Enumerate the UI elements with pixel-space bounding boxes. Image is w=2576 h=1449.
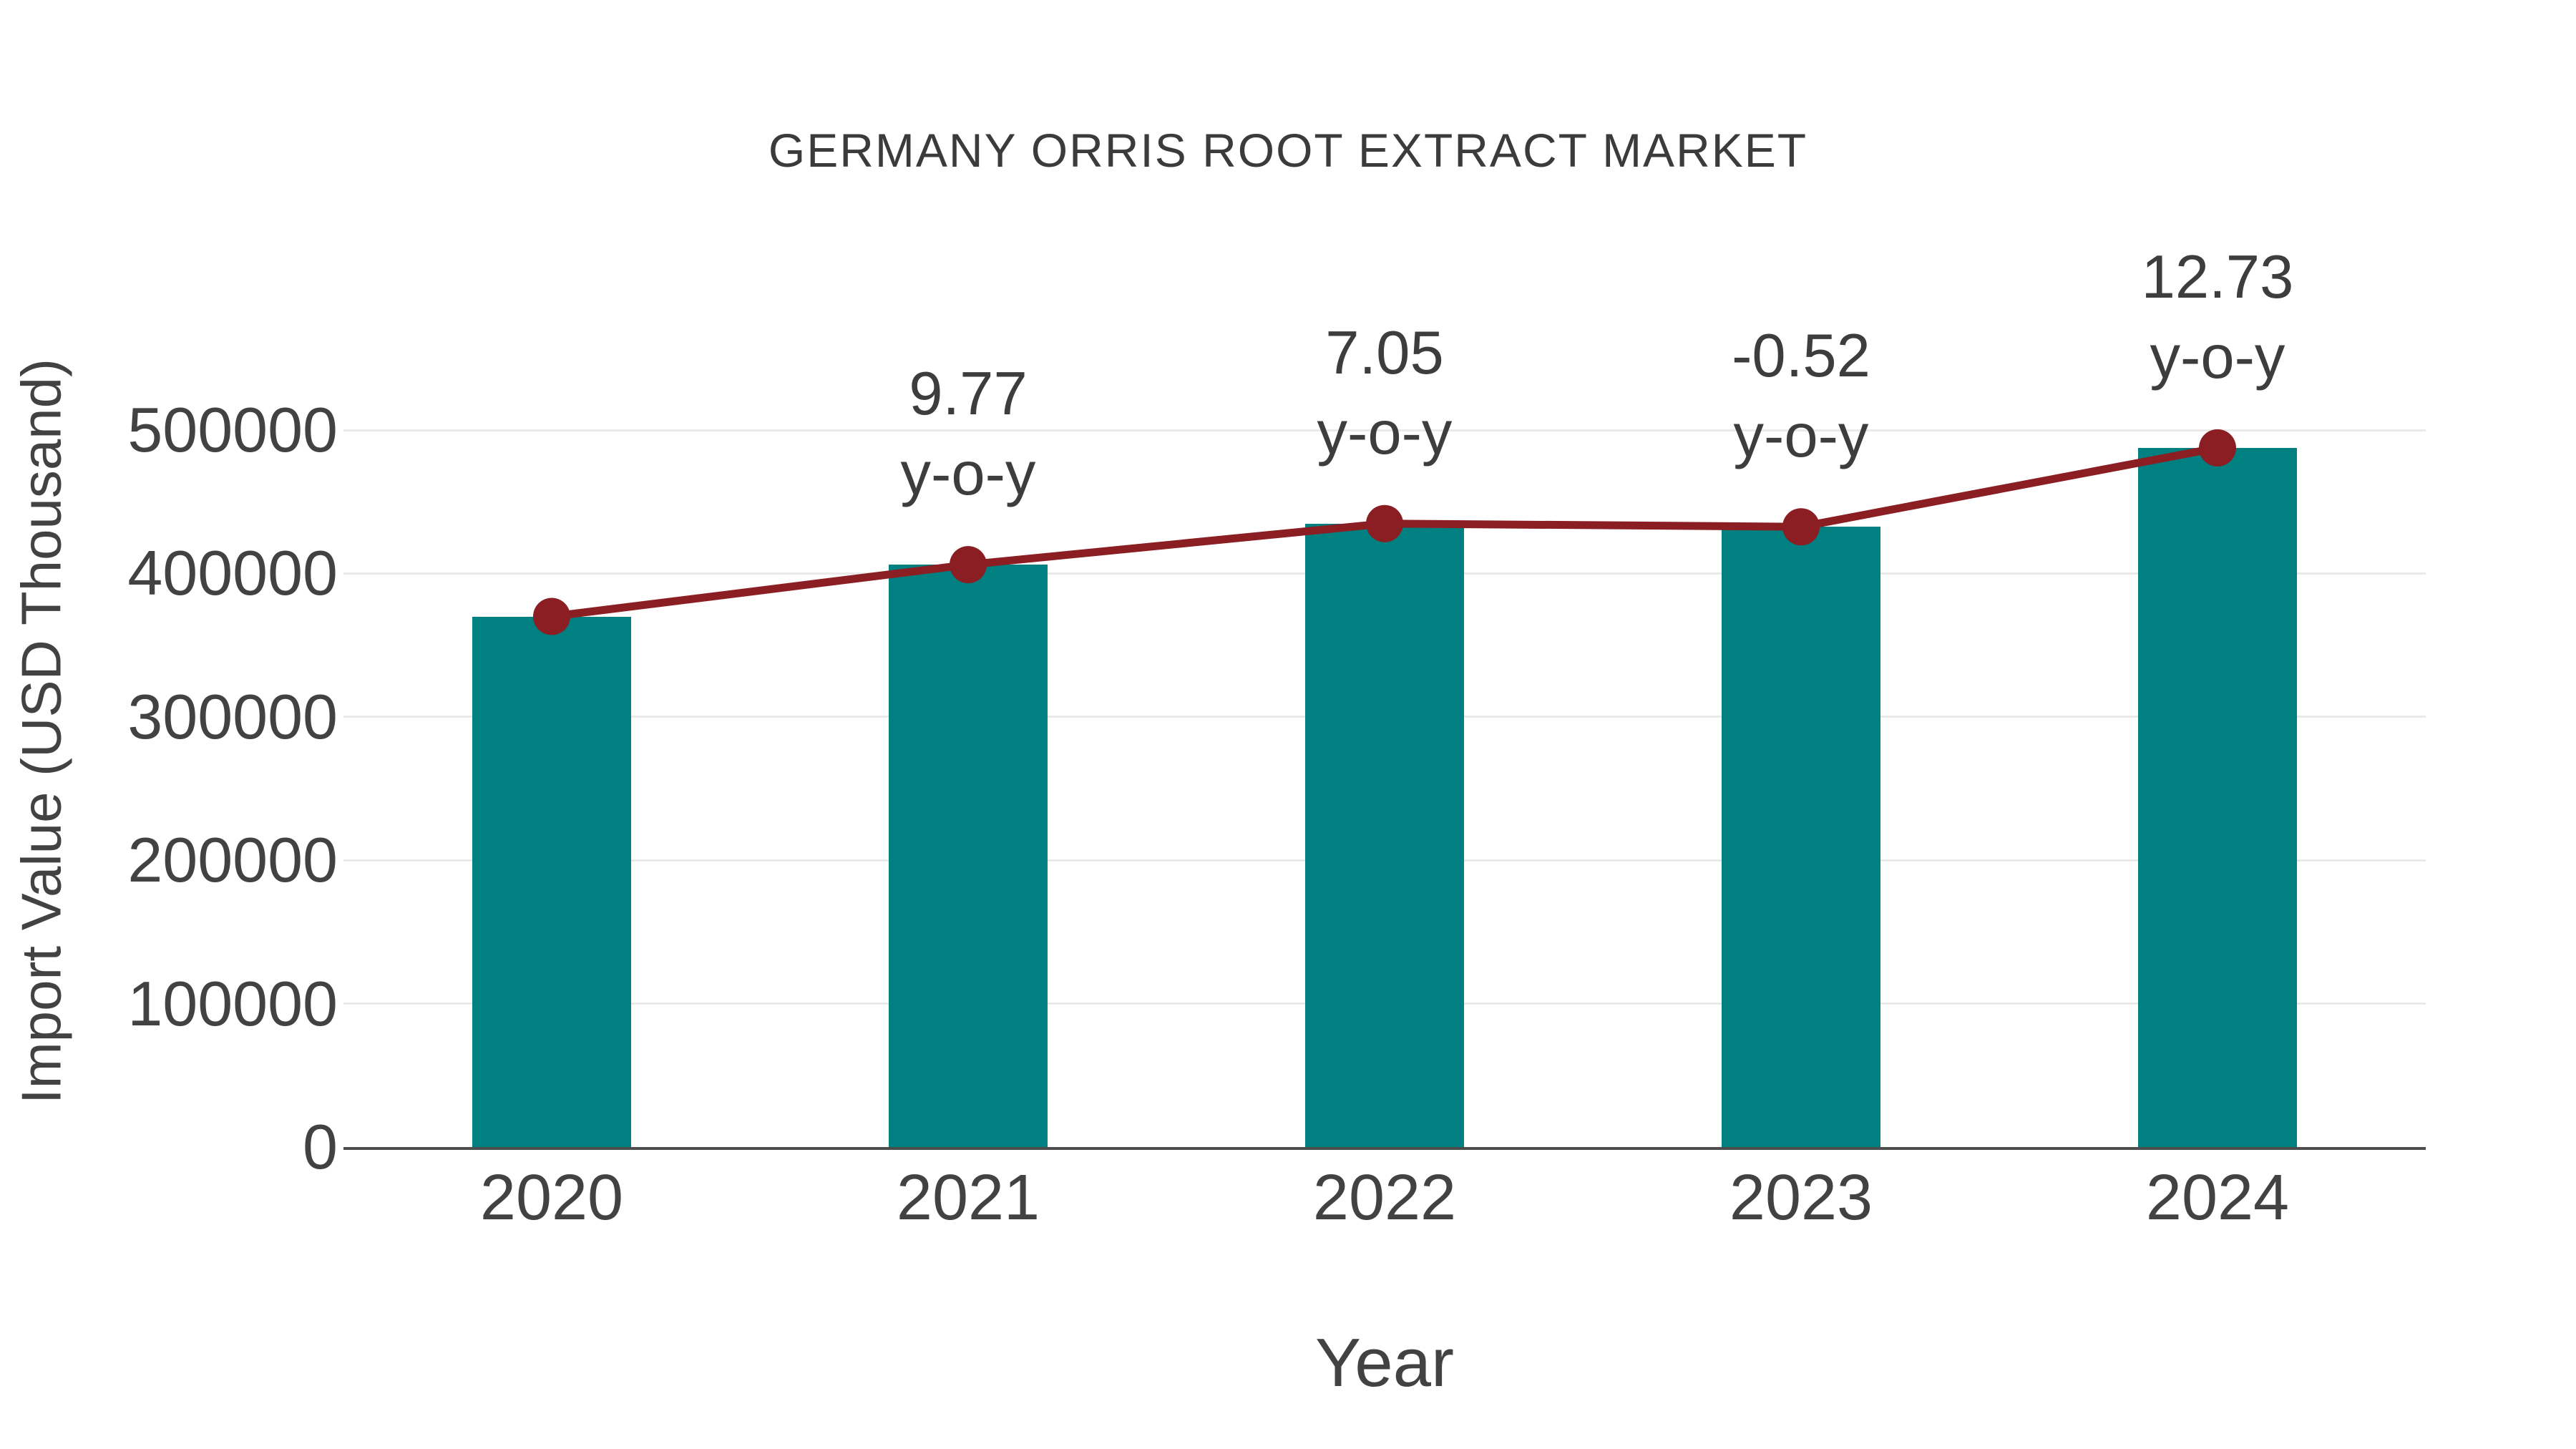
x-tick-label-2020: 2020 (479, 1162, 624, 1234)
annotation-2022: 7.05 y-o-y (1134, 313, 1635, 474)
annotation-suffix: y-o-y (1317, 399, 1453, 467)
y-tick-label-0: 0 (303, 1111, 338, 1182)
annotation-value: -0.52 (1732, 322, 1870, 391)
bar-2020 (472, 616, 631, 1147)
chart-title: GERMANY ORRIS ROOT EXTRACT MARKET (768, 124, 1808, 177)
bar-2022 (1305, 523, 1464, 1147)
annotation-2024: 12.73 y-o-y (1967, 238, 2468, 398)
x-tick-label-2022: 2022 (1312, 1162, 1457, 1234)
annotation-value: 9.77 (909, 360, 1028, 429)
x-axis-line (343, 1147, 2426, 1150)
x-tick-label-2024: 2024 (2145, 1162, 2290, 1234)
y-tick-label-400000: 400000 (127, 537, 338, 609)
bar-2021 (889, 565, 1048, 1147)
annotation-suffix: y-o-y (900, 440, 1036, 509)
x-axis-title: Year (1315, 1324, 1454, 1401)
y-tick-label-200000: 200000 (127, 824, 338, 896)
annotation-value: 7.05 (1325, 318, 1444, 387)
y-tick-label-500000: 500000 (127, 394, 338, 465)
y-tick-label-100000: 100000 (127, 967, 338, 1039)
annotation-2021: 9.77 y-o-y (718, 354, 1219, 514)
y-tick-label-300000: 300000 (127, 680, 338, 752)
bar-2023 (1722, 527, 1880, 1147)
annotation-2023: -0.52 y-o-y (1551, 316, 2051, 477)
annotation-suffix: y-o-y (2150, 323, 2285, 391)
annotation-value: 12.73 (2141, 243, 2294, 311)
x-tick-label-2023: 2023 (1729, 1162, 1873, 1234)
bar-2024 (2138, 447, 2297, 1147)
annotation-suffix: y-o-y (1733, 402, 1869, 471)
x-tick-label-2021: 2021 (896, 1162, 1040, 1234)
gridline-500000 (343, 429, 2426, 431)
